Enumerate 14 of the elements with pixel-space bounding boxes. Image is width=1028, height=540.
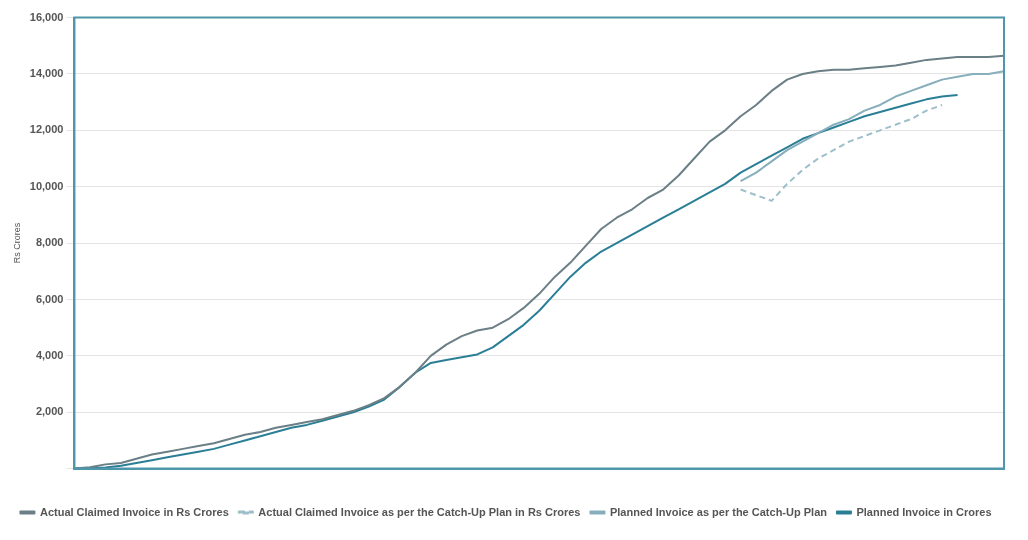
y-tick-label: 16,000 bbox=[29, 10, 64, 23]
y-tick-label: 8,000 bbox=[35, 236, 64, 249]
legend-label: Planned Invoice as per the Catch-Up Plan bbox=[609, 505, 828, 518]
legend-label: Planned Invoice in Crores bbox=[856, 505, 992, 518]
y-tick-label: 4,000 bbox=[35, 348, 64, 361]
y-axis-title: Rs Crores bbox=[11, 222, 22, 264]
y-tick-label: 14,000 bbox=[29, 67, 64, 80]
y-tick-label: 12,000 bbox=[29, 123, 64, 136]
y-tick-label: 10,000 bbox=[29, 179, 64, 192]
legend-label: Actual Claimed Invoice as per the Catch-Up Plan in Rs Crores bbox=[258, 505, 581, 518]
line-series bbox=[739, 103, 944, 202]
y-tick-label: 6,000 bbox=[35, 292, 64, 305]
legend-label: Actual Claimed Invoice in Rs Crores bbox=[39, 505, 229, 518]
y-tick-label: 2,000 bbox=[35, 405, 64, 418]
